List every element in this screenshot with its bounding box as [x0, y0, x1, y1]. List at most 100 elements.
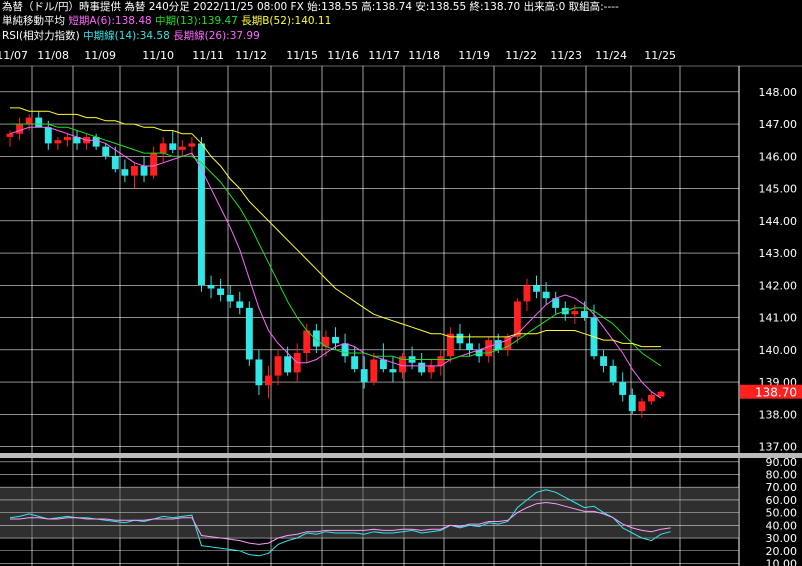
y-tick-label: 141.00 — [759, 312, 798, 325]
candle-body — [159, 143, 167, 154]
candle-body — [600, 356, 608, 366]
candle-body — [360, 369, 368, 383]
candle-body — [169, 143, 177, 150]
rsi-mid-value: 中期線(14):34.58 — [83, 30, 170, 42]
rsi-tick-label: 80.00 — [766, 469, 798, 482]
candle-body — [437, 356, 445, 366]
candle-body — [399, 356, 406, 373]
candle-body — [628, 394, 636, 412]
candle-body — [571, 311, 579, 315]
candle-body — [131, 165, 138, 176]
rsi-long-value: 長期線(26):37.99 — [173, 30, 260, 42]
candle-body — [504, 336, 512, 350]
candle-body — [140, 165, 148, 176]
candle-body — [236, 301, 244, 308]
candle-body — [389, 369, 397, 373]
rsi-tick-label: 40.00 — [766, 519, 798, 532]
candle-body — [657, 391, 665, 397]
candle-body — [44, 127, 52, 144]
chart-area: 11/07 11/08 11/09 11/10 11/11 11/12 11/15 11/16… — [0, 44, 802, 566]
y-tick-label: 147.00 — [759, 118, 798, 131]
ma-mid-value: 中期(13):139.47 — [155, 15, 238, 27]
x-tick-label: 11/16 — [327, 49, 359, 62]
candle-body — [25, 117, 33, 125]
candle-body — [332, 336, 339, 344]
ma-mid-line — [10, 123, 662, 367]
candle-body — [370, 359, 378, 383]
candle-body — [150, 153, 158, 176]
candle-body — [63, 136, 71, 141]
rsi-tick-label: 90.00 — [766, 456, 798, 469]
x-tick-label: 11/18 — [408, 49, 440, 62]
y-tick-label: 140.00 — [759, 344, 798, 357]
candle-body — [418, 362, 426, 373]
x-tick-label: 11/11 — [192, 49, 224, 62]
candle-body — [552, 298, 560, 308]
current-price-label: 138.70 — [755, 386, 797, 400]
rsi-long-line — [10, 501, 671, 545]
rsi-tick-label: 70.00 — [766, 481, 798, 494]
ma-legend: 単純移動平均 短期A(6):138.48 中期(13):139.47 長期B(5… — [2, 14, 331, 28]
x-tick-label: 11/09 — [84, 49, 116, 62]
candle-body — [198, 143, 205, 286]
candle-body — [533, 285, 540, 292]
rsi-tick-label: 10.00 — [766, 557, 798, 566]
candle-body — [102, 146, 110, 157]
chart-title: 為替（ドル/円）時事提供 為替 240分足 2022/11/25 08:00 F… — [2, 0, 619, 14]
x-axis-strip — [0, 44, 802, 66]
candle-body — [245, 307, 253, 360]
candle-body — [207, 285, 215, 289]
candle-body — [121, 169, 129, 176]
candle-body — [6, 133, 14, 137]
y-tick-label: 144.00 — [759, 215, 798, 228]
ma-short-value: 短期A(6):138.48 — [68, 15, 152, 27]
candle-body — [647, 394, 655, 402]
candle-body — [609, 365, 617, 383]
candle-body — [54, 140, 62, 144]
current-price-tag — [740, 384, 802, 399]
y-tick-label: 143.00 — [759, 247, 798, 260]
candle-body — [178, 146, 186, 150]
candle-body — [494, 340, 502, 350]
y-tick-label: 148.00 — [759, 86, 798, 99]
candle-body — [379, 359, 387, 370]
candle-body — [312, 330, 320, 347]
candle-body — [638, 401, 646, 412]
candle-body — [226, 294, 234, 302]
x-tick-label: 11/23 — [550, 49, 582, 62]
candle-body — [92, 136, 100, 147]
title-line: 為替（ドル/円）時事提供 為替 240分足 2022/11/25 08:00 F… — [2, 1, 619, 13]
x-tick-label: 11/17 — [368, 49, 400, 62]
panel-separator — [0, 453, 802, 458]
x-tick-label: 11/25 — [644, 49, 676, 62]
candle-body — [111, 156, 119, 170]
candle-body — [351, 356, 359, 370]
ma-long-line — [10, 107, 661, 348]
ma-legend-label: 単純移動平均 — [2, 15, 65, 27]
candle-body — [456, 333, 464, 344]
rsi-mid-line — [9, 489, 671, 557]
candle-body — [485, 340, 493, 357]
candle-body — [265, 375, 272, 386]
candle-body — [188, 143, 196, 147]
candle-body — [16, 124, 24, 134]
candle-body — [466, 343, 473, 350]
x-tick-label: 11/24 — [595, 49, 627, 62]
candle-body — [35, 117, 43, 128]
rsi-tick-label: 20.00 — [766, 545, 798, 558]
candle-body — [513, 301, 521, 337]
x-tick-label: 11/10 — [142, 49, 174, 62]
candle-body — [217, 288, 225, 295]
y-tick-label: 137.00 — [759, 441, 798, 454]
candle-body — [255, 359, 263, 386]
y-tick-label: 146.00 — [759, 150, 798, 163]
candle-body — [274, 356, 282, 376]
x-tick-label: 11/15 — [286, 49, 318, 62]
rsi-tick-label: 50.00 — [766, 507, 798, 520]
x-tick-label: 11/08 — [37, 49, 69, 62]
candle-body — [542, 291, 550, 299]
candle-body — [322, 336, 330, 347]
rsi-legend: RSI(相対力指数) 中期線(14):34.58 長期線(26):37.99 — [2, 29, 260, 43]
y-tick-label: 142.00 — [759, 279, 798, 292]
rsi-legend-label: RSI(相対力指数) — [2, 30, 80, 42]
